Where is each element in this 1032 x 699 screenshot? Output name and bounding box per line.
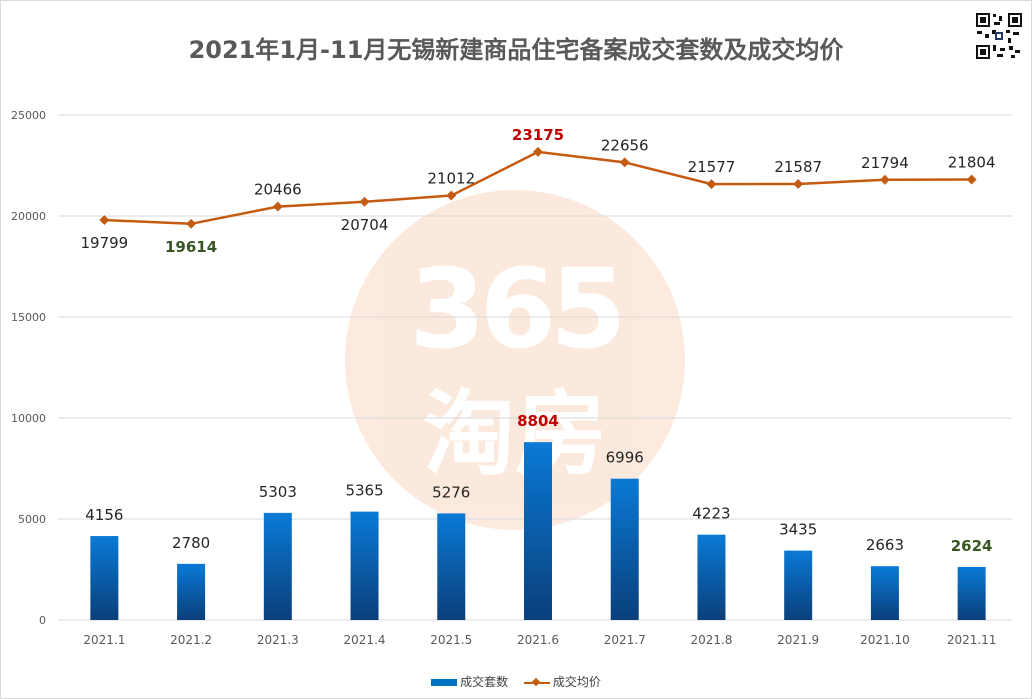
bar-data-label: 5276 [432, 483, 470, 501]
bar-data-label: 6996 [606, 449, 644, 467]
watermark-text-number: 365 [409, 245, 627, 373]
line-point [272, 201, 283, 212]
line-data-label: 23175 [512, 126, 564, 144]
line-point [446, 190, 457, 201]
line-data-label: 19799 [81, 234, 129, 252]
line-point [186, 218, 197, 229]
line-data-label: 19614 [165, 238, 217, 256]
qr-code-icon [975, 12, 1023, 60]
bar [610, 478, 639, 620]
legend-item-bar: 成交套数 [431, 673, 508, 690]
legend-label-bar: 成交套数 [460, 675, 509, 689]
line-point [359, 196, 370, 207]
bar [90, 536, 119, 620]
line-point [793, 178, 804, 189]
x-tick-label: 2021.3 [257, 633, 299, 647]
chart-legend: 成交套数 成交均价 [0, 673, 1032, 690]
legend-swatch-bar [431, 679, 458, 686]
x-tick-label: 2021.1 [83, 633, 125, 647]
line-point [99, 215, 110, 226]
line-data-label: 21587 [774, 158, 822, 176]
bar-data-label: 5365 [345, 482, 383, 500]
line-data-label: 21794 [861, 154, 909, 172]
bar [957, 566, 986, 620]
line-point [533, 146, 543, 157]
line-data-label: 20466 [254, 181, 302, 199]
y-tick-label: 5000 [18, 513, 46, 526]
line-series [104, 150, 972, 226]
bar [263, 512, 292, 620]
bar [437, 513, 466, 620]
x-tick-label: 2021.5 [430, 633, 472, 647]
bar [697, 534, 726, 620]
x-tick-label: 2021.9 [777, 633, 819, 647]
x-tick-label: 2021.8 [690, 633, 732, 647]
watermark-logo: 365 淘房 [345, 190, 685, 530]
bar-data-label: 8804 [517, 412, 559, 430]
bar-data-label: 4223 [692, 505, 730, 523]
x-tick-label: 2021.10 [860, 633, 910, 647]
y-tick-label: 15000 [11, 311, 46, 324]
legend-item-line: 成交均价 [523, 673, 601, 690]
bar-data-label: 3435 [779, 521, 817, 539]
y-tick-label: 20000 [11, 210, 46, 223]
line-point [966, 174, 977, 185]
y-tick-label: 25000 [11, 109, 46, 122]
chart-title: 2021年1月-11月无锡新建商品住宅备案成交套数及成交均价 [188, 36, 844, 64]
line-point [706, 179, 717, 190]
line-data-label: 22656 [601, 136, 649, 154]
legend-label-line: 成交均价 [552, 675, 601, 689]
legend-swatch-line [523, 681, 550, 684]
bar-data-label: 2780 [172, 534, 210, 552]
bar-data-label: 2663 [866, 536, 904, 554]
line-data-label: 20704 [341, 216, 389, 234]
line-point [879, 174, 890, 185]
x-tick-label: 2021.2 [170, 633, 212, 647]
bar-data-label: 5303 [259, 483, 297, 501]
bar [350, 511, 379, 620]
bar [524, 442, 552, 620]
x-tick-label: 2021.6 [517, 633, 559, 647]
line-data-label: 21012 [427, 170, 475, 188]
watermark-text-name: 淘房 [422, 381, 607, 488]
bar-data-label: 2624 [951, 537, 993, 555]
x-tick-label: 2021.7 [604, 633, 646, 647]
bar-data-label: 4156 [85, 506, 123, 524]
line-data-label: 21577 [688, 158, 736, 176]
y-tick-label: 10000 [11, 412, 46, 425]
x-tick-label: 2021.11 [947, 633, 997, 647]
y-tick-label: 0 [39, 614, 46, 627]
line-point [619, 157, 630, 168]
line-data-label: 21804 [948, 154, 996, 172]
bar [177, 563, 206, 620]
bar [870, 566, 899, 620]
x-tick-label: 2021.4 [344, 633, 386, 647]
bar [784, 550, 813, 620]
